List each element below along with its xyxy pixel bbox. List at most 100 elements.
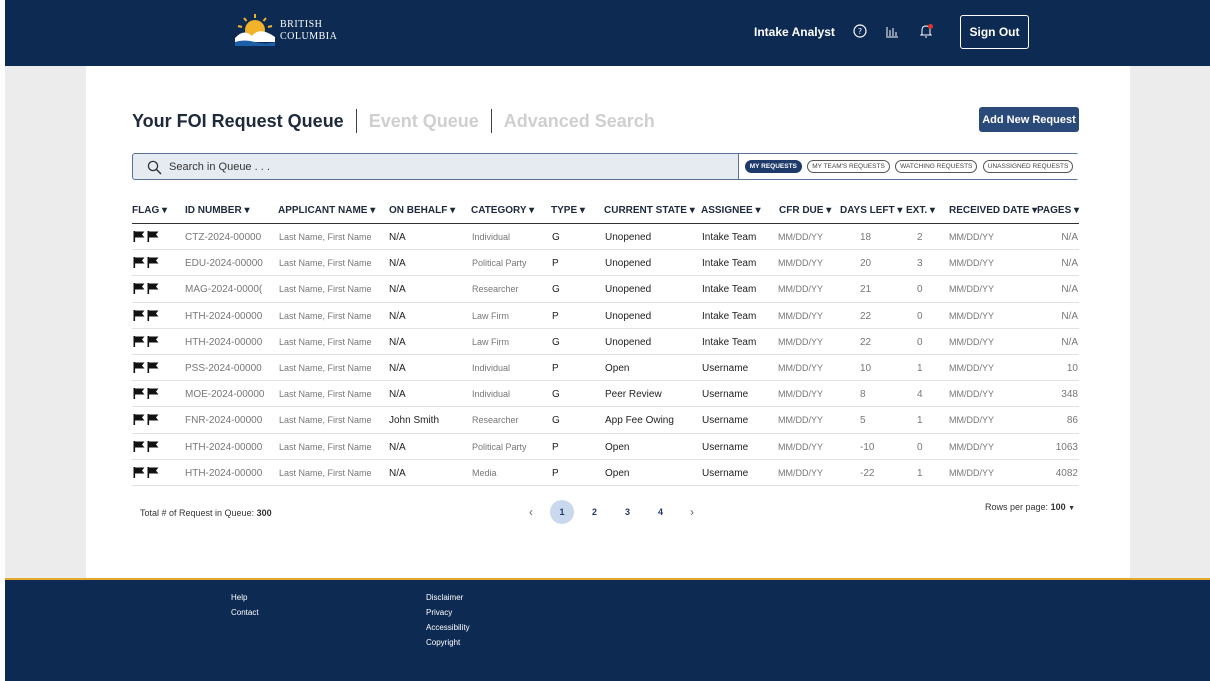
assignee-cell: Intake Team xyxy=(702,258,757,270)
flag-icon[interactable] xyxy=(133,309,145,321)
notifications-icon[interactable] xyxy=(918,23,934,39)
filter-my-teams-requests[interactable]: MY TEAM'S REQUESTS xyxy=(807,160,890,173)
id-number-cell[interactable]: FNR-2024-00000 xyxy=(185,415,263,427)
table-row[interactable]: HTH-2024-00000 Last Name, First Name N/A Po… xyxy=(132,434,1079,460)
flag-icon[interactable] xyxy=(133,466,145,478)
col-category-header[interactable]: CATEGORY ▾ xyxy=(471,205,534,216)
category-cell: Researcher xyxy=(472,415,519,426)
page-1-button[interactable]: 1 xyxy=(550,500,574,524)
id-number-cell[interactable]: CTZ-2024-00000 xyxy=(185,232,262,243)
col-current-state-header[interactable]: CURRENT STATE ▾ xyxy=(604,205,695,216)
pages-cell: N/A xyxy=(1061,284,1078,296)
id-number-cell[interactable]: HTH-2024-00000 xyxy=(185,310,263,322)
footer-help-link[interactable]: Help xyxy=(231,593,248,602)
table-body: CTZ-2024-00000 Last Name, First Name N/A In… xyxy=(132,224,1079,486)
id-number-cell[interactable]: PSS-2024-00000 xyxy=(185,362,262,374)
assignee-cell: Username xyxy=(702,415,749,427)
table-row[interactable]: MAG-2024-0000(Last Name, First Name N/A Re… xyxy=(132,276,1079,303)
flag-icon[interactable] xyxy=(147,466,159,478)
flag-icon[interactable] xyxy=(147,257,159,269)
flag-icon[interactable] xyxy=(147,335,159,347)
filter-my-requests[interactable]: MY REQUESTS xyxy=(744,160,802,173)
table-row[interactable]: MOE-2024-00000 Last Name, First Name N/A In… xyxy=(132,381,1079,408)
col-ext-header[interactable]: EXT. ▾ xyxy=(906,205,935,216)
applicant-name-cell: Last Name, First Name xyxy=(279,284,372,295)
ext-cell: 4 xyxy=(917,389,923,401)
flag-icon[interactable] xyxy=(133,283,145,295)
bc-logo[interactable]: BRITISH COLUMBIA xyxy=(232,12,342,52)
help-icon[interactable]: ? xyxy=(852,23,868,39)
rows-per-page[interactable]: Rows per page: 100 ▼ xyxy=(985,502,1075,512)
id-number-cell[interactable]: MOE-2024-00000 xyxy=(185,389,265,401)
col-on-behalf-header[interactable]: ON BEHALF ▾ xyxy=(389,205,455,216)
col-applicant-name-header[interactable]: APPLICANT NAME ▾ xyxy=(278,205,375,216)
footer-contact-link[interactable]: Contact xyxy=(231,608,259,617)
footer-copyright-link[interactable]: Copyright xyxy=(426,638,461,647)
tab-foi-request-queue[interactable]: Your FOI Request Queue xyxy=(132,110,344,131)
flag-icon[interactable] xyxy=(147,309,159,321)
table-row[interactable]: HTH-2024-00000 Last Name, First Name N/A La… xyxy=(132,303,1079,329)
sort-caret-icon: ▾ xyxy=(1071,205,1080,216)
id-number-cell[interactable]: HTH-2024-00000 xyxy=(185,441,263,453)
add-new-request-button[interactable]: Add New Request xyxy=(979,107,1079,132)
pages-cell: N/A xyxy=(1061,336,1078,348)
id-number-cell[interactable]: HTH-2024-00000 xyxy=(185,336,263,348)
flag-icon[interactable] xyxy=(133,231,145,242)
flag-icon[interactable] xyxy=(133,440,145,452)
col-received-date-header[interactable]: RECEIVED DATE ▾ xyxy=(949,205,1037,216)
col-assignee-header[interactable]: ASSIGNEE ▾ xyxy=(701,205,761,216)
next-page-icon[interactable]: › xyxy=(690,505,694,519)
col-flag-header[interactable]: FLAG ▾ xyxy=(132,205,167,216)
pages-cell: 10 xyxy=(1066,362,1078,374)
col-pages-header[interactable]: PAGES ▾ xyxy=(1037,205,1079,216)
tab-advanced-search[interactable]: Advanced Search xyxy=(503,110,655,131)
col-days-left-header[interactable]: DAYS LEFT ▾ xyxy=(840,205,902,216)
table-row[interactable]: EDU-2024-00000 Last Name, First Name N/A Po… xyxy=(132,250,1079,277)
footer-accessibility-link[interactable]: Accessibility xyxy=(426,623,470,632)
flag-icon[interactable] xyxy=(147,414,159,426)
footer-privacy-link[interactable]: Privacy xyxy=(426,608,453,617)
flag-icon[interactable] xyxy=(133,257,145,269)
flag-icon[interactable] xyxy=(147,231,159,242)
filter-unassigned-requests[interactable]: UNASSIGNED REQUESTS xyxy=(982,160,1074,173)
sort-caret-icon: ▾ xyxy=(447,205,456,216)
prev-page-icon[interactable]: ‹ xyxy=(529,505,533,519)
tab-event-queue[interactable]: Event Queue xyxy=(368,110,479,131)
pages-cell: N/A xyxy=(1061,310,1078,322)
col-type-header[interactable]: TYPE ▾ xyxy=(551,205,585,216)
footer-disclaimer-link[interactable]: Disclaimer xyxy=(426,593,464,602)
app-footer: Help Contact Disclaimer Privacy Accessib… xyxy=(5,578,1210,681)
logo-line-1: BRITISH xyxy=(280,19,323,30)
table-row[interactable]: HTH-2024-00000 Last Name, First Name N/A Me… xyxy=(132,460,1079,486)
id-number-cell[interactable]: HTH-2024-00000 xyxy=(185,467,263,479)
page-3-button[interactable]: 3 xyxy=(624,507,630,517)
ext-cell: 0 xyxy=(917,310,923,322)
flag-icon[interactable] xyxy=(147,388,159,400)
table-row[interactable]: FNR-2024-00000 Last Name, First Name John … xyxy=(132,407,1079,434)
received-date-cell: MM/DD/YY xyxy=(949,310,994,321)
sign-out-button[interactable]: Sign Out xyxy=(960,15,1029,49)
table-row[interactable]: PSS-2024-00000 Last Name, First Name N/A In… xyxy=(132,355,1079,382)
col-id-number-header[interactable]: ID NUMBER ▾ xyxy=(185,205,249,216)
page-2-button[interactable]: 2 xyxy=(591,507,597,517)
filter-watching-requests[interactable]: WATCHING REQUESTS xyxy=(895,160,978,173)
flag-icon[interactable] xyxy=(133,414,145,426)
flag-icon[interactable] xyxy=(133,335,145,347)
table-row[interactable]: CTZ-2024-00000 Last Name, First Name N/A In… xyxy=(132,224,1079,251)
flag-icon[interactable] xyxy=(147,283,159,295)
col-cfr-due-header[interactable]: CFR DUE ▾ xyxy=(779,205,831,216)
id-number-cell[interactable]: MAG-2024-0000( xyxy=(185,284,263,296)
applicant-name-cell: Last Name, First Name xyxy=(279,415,372,426)
search-input[interactable] xyxy=(169,158,729,176)
id-number-cell[interactable]: EDU-2024-00000 xyxy=(185,258,263,270)
flag-icon[interactable] xyxy=(133,388,145,400)
statistics-icon[interactable] xyxy=(884,23,900,39)
table-row[interactable]: HTH-2024-00000 Last Name, First Name N/A La… xyxy=(132,329,1079,355)
days-left-cell: 22 xyxy=(860,310,872,322)
cfr-due-cell: MM/DD/YY xyxy=(778,232,823,242)
ext-cell: 1 xyxy=(917,415,923,427)
flag-icon[interactable] xyxy=(133,361,145,373)
flag-icon[interactable] xyxy=(147,440,159,452)
flag-icon[interactable] xyxy=(147,361,159,373)
page-4-button[interactable]: 4 xyxy=(657,507,663,517)
